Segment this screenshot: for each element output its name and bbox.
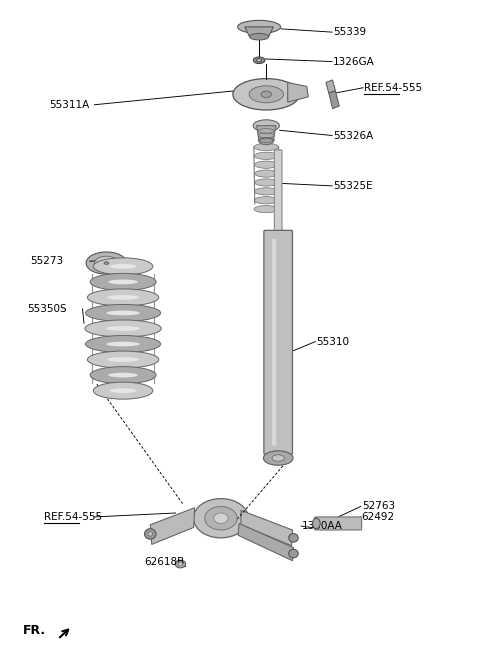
Ellipse shape — [272, 455, 284, 461]
Ellipse shape — [85, 320, 161, 337]
Text: REF.54-555: REF.54-555 — [44, 512, 102, 522]
Text: 55310: 55310 — [316, 336, 349, 347]
Ellipse shape — [238, 20, 281, 34]
Ellipse shape — [90, 367, 156, 384]
Ellipse shape — [254, 188, 278, 195]
FancyBboxPatch shape — [264, 231, 292, 454]
Polygon shape — [326, 80, 336, 93]
Ellipse shape — [249, 86, 283, 102]
Ellipse shape — [85, 304, 161, 321]
FancyBboxPatch shape — [272, 239, 276, 445]
Ellipse shape — [255, 170, 278, 177]
Ellipse shape — [106, 342, 140, 346]
Polygon shape — [288, 83, 308, 102]
Ellipse shape — [253, 57, 265, 64]
Ellipse shape — [254, 196, 278, 204]
Ellipse shape — [254, 152, 278, 160]
Ellipse shape — [250, 34, 269, 40]
Polygon shape — [241, 510, 292, 546]
Text: REF.54-555: REF.54-555 — [364, 83, 422, 93]
Ellipse shape — [110, 264, 136, 269]
Ellipse shape — [193, 499, 248, 538]
Polygon shape — [329, 91, 339, 108]
Ellipse shape — [85, 336, 161, 353]
Ellipse shape — [264, 451, 293, 465]
Ellipse shape — [93, 382, 153, 399]
Ellipse shape — [256, 58, 262, 62]
Ellipse shape — [233, 79, 300, 110]
Ellipse shape — [178, 562, 183, 566]
Ellipse shape — [108, 279, 138, 284]
Ellipse shape — [175, 560, 186, 568]
Ellipse shape — [86, 252, 127, 274]
Polygon shape — [257, 125, 276, 141]
Ellipse shape — [312, 518, 320, 529]
Ellipse shape — [87, 351, 159, 368]
Ellipse shape — [144, 529, 156, 539]
Ellipse shape — [107, 357, 139, 362]
Ellipse shape — [254, 143, 278, 150]
Text: 1330AA: 1330AA — [302, 521, 343, 531]
Text: 55339: 55339 — [333, 27, 366, 37]
Ellipse shape — [104, 261, 109, 264]
Text: 55273: 55273 — [30, 256, 63, 266]
Ellipse shape — [108, 373, 138, 378]
Ellipse shape — [261, 91, 272, 97]
Ellipse shape — [288, 549, 298, 558]
Ellipse shape — [93, 258, 153, 275]
Text: 52763: 52763 — [362, 501, 395, 511]
Polygon shape — [245, 27, 274, 37]
Text: 55311A: 55311A — [49, 100, 89, 110]
Text: 55326A: 55326A — [333, 131, 373, 141]
Ellipse shape — [253, 120, 279, 131]
Text: FR.: FR. — [23, 624, 46, 637]
Ellipse shape — [107, 295, 139, 300]
FancyBboxPatch shape — [275, 150, 282, 233]
Ellipse shape — [106, 326, 140, 331]
Ellipse shape — [214, 513, 228, 524]
Ellipse shape — [95, 256, 118, 270]
Text: 62492: 62492 — [362, 512, 395, 522]
Ellipse shape — [288, 533, 298, 542]
Ellipse shape — [259, 138, 274, 145]
Text: 62618B: 62618B — [144, 557, 185, 567]
FancyBboxPatch shape — [314, 517, 362, 530]
Ellipse shape — [254, 161, 278, 168]
Ellipse shape — [87, 289, 159, 306]
Polygon shape — [150, 508, 195, 545]
Ellipse shape — [110, 388, 136, 393]
Ellipse shape — [106, 311, 140, 315]
Ellipse shape — [254, 206, 278, 213]
Ellipse shape — [255, 179, 278, 186]
Ellipse shape — [90, 273, 156, 290]
Ellipse shape — [148, 532, 153, 536]
Polygon shape — [238, 524, 293, 560]
Text: 1326GA: 1326GA — [333, 57, 375, 66]
Text: 55350S: 55350S — [28, 304, 67, 314]
Text: 55325E: 55325E — [333, 181, 372, 191]
Ellipse shape — [204, 507, 237, 530]
